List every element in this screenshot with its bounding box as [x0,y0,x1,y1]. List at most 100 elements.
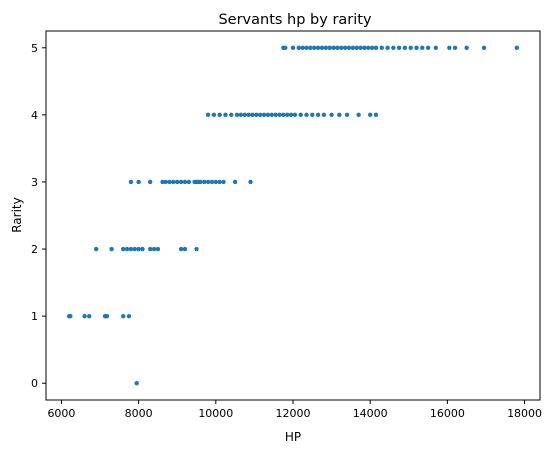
data-point [248,179,253,185]
x-tick-label: 16000 [430,407,465,420]
data-point [335,45,340,50]
data-point [124,246,130,252]
data-point [319,45,325,50]
data-point [261,112,267,118]
data-point [217,112,222,118]
points-layer [66,45,520,386]
chart-title: Servants hp by rarity [218,12,372,28]
data-point [205,179,211,185]
data-point [315,112,321,118]
data-point [209,179,215,185]
data-point [229,112,234,118]
data-point [350,45,356,50]
data-point [128,179,134,185]
data-point [300,45,305,50]
data-point [186,179,191,185]
data-point [308,45,313,50]
data-point [354,45,359,50]
data-point [109,246,114,252]
data-point [269,112,274,118]
data-point [339,45,344,50]
data-point [120,313,126,319]
data-point [447,45,452,50]
x-axis-ticks: 6000 8000 10000 12000 14000 16000 18000 [47,400,542,420]
data-point [283,45,288,50]
data-point [346,45,352,50]
x-tick-label: 14000 [353,407,388,420]
data-point [304,112,309,118]
y-tick-label: 0 [31,377,38,390]
data-point [373,112,379,118]
data-point [310,112,315,118]
data-point [178,179,184,185]
data-point [167,179,172,185]
y-axis-ticks: 0 1 2 3 4 5 [31,42,46,390]
data-point [391,45,396,50]
data-point [242,112,247,118]
data-point [402,45,408,50]
data-point [296,45,301,50]
data-point [408,45,413,50]
data-point [464,45,469,50]
data-point [481,45,487,50]
data-point [342,45,348,50]
data-point [178,246,184,252]
data-point [182,179,188,185]
data-point [104,313,110,319]
plot-frame [45,30,541,401]
data-point [93,246,99,252]
data-point [221,179,226,185]
data-point [273,112,278,118]
data-point [321,112,327,118]
data-point [425,45,431,50]
data-point [433,45,438,50]
data-point [379,45,384,50]
data-point [396,45,402,50]
data-point [82,313,87,319]
x-tick-label: 12000 [276,407,311,420]
data-point [213,179,219,185]
data-point [344,112,350,118]
data-point [373,45,379,50]
data-point [136,246,141,252]
data-point [292,112,298,118]
data-point [232,179,238,185]
data-point [217,179,222,185]
data-point [514,45,520,50]
data-point [246,112,251,118]
y-tick-label: 3 [31,176,38,189]
data-point [136,179,141,185]
data-point [175,179,180,185]
data-point [323,45,328,50]
data-point [329,112,334,118]
data-point [331,45,336,50]
data-point [281,112,286,118]
data-point [198,179,203,185]
data-point [312,45,317,50]
data-point [414,45,419,50]
data-point [285,112,290,118]
x-axis-label: HP [285,430,301,444]
x-tick-label: 8000 [125,407,153,420]
data-point [254,112,259,118]
y-tick-label: 4 [31,109,38,122]
data-point [298,112,303,118]
data-point [288,112,294,118]
y-tick-label: 5 [31,42,38,55]
data-point [362,45,367,50]
data-point [367,112,373,118]
data-point [238,112,244,118]
data-point [194,246,199,252]
data-point [148,179,153,185]
data-point [128,246,134,252]
data-point [420,45,425,50]
y-axis-label: Rarity [10,197,24,233]
data-point [223,112,228,118]
data-point [163,179,168,185]
data-point [211,112,217,118]
data-point [202,179,207,185]
data-point [148,246,153,252]
data-point [315,45,321,50]
data-point [366,45,371,50]
